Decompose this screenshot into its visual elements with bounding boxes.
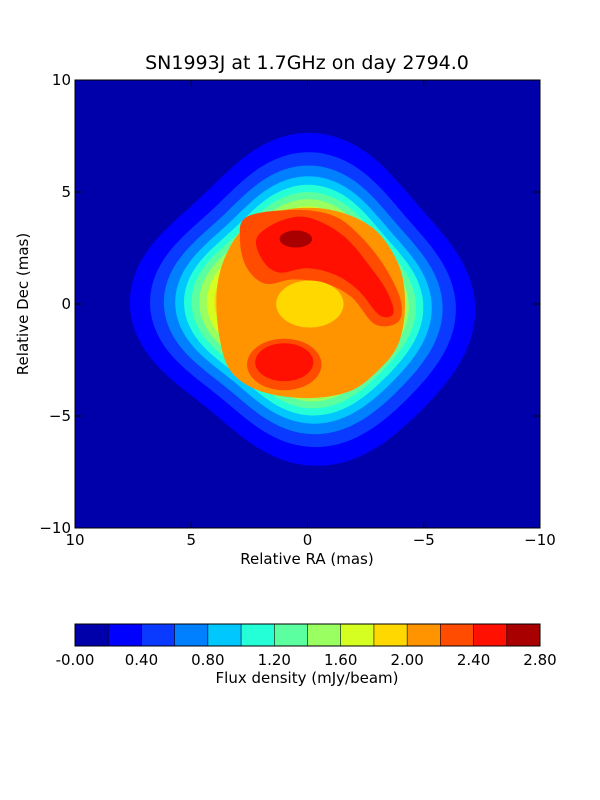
x-axis: 10 5 0 −5 −10 [65,80,556,549]
y-tick-label: −5 [49,407,71,425]
y-axis: 10 5 0 −5 −10 [39,71,540,537]
colorbar-segment [207,624,242,646]
y-tick-label: 5 [61,183,71,201]
y-tick-label: 10 [52,71,71,89]
chart-title: SN1993J at 1.7GHz on day 2794.0 [145,52,469,74]
x-tick-label: 5 [186,531,196,549]
colorbar-segment [307,624,342,646]
x-axis-label: Relative RA (mas) [240,550,373,568]
x-tick-label: −5 [413,531,435,549]
southern-lobe [255,343,314,382]
colorbar-frame [74,623,541,647]
colorbar-tick-label: 2.80 [523,651,556,669]
colorbar-segment [340,624,375,646]
colorbar-segment [274,624,308,646]
y-axis-label: Relative Dec (mas) [14,233,32,375]
x-tick-label: 0 [303,531,313,549]
northern-peak [279,230,313,248]
colorbar-segment [174,624,209,646]
colorbar-segment [506,624,541,646]
y-tick-label: 0 [61,295,71,313]
colorbar-tick-label: 0.40 [125,651,158,669]
colorbar-segment [407,624,441,646]
colorbar-tick-label: 0.80 [191,651,224,669]
colorbar-tick-label: 2.00 [390,651,423,669]
colorbar-tick-label: 1.20 [258,651,291,669]
colorbar-segment [241,624,275,646]
colorbar-segment [141,624,176,646]
colorbar-tick-label: 1.60 [324,651,357,669]
colorbar-tick-label: -0.00 [56,651,95,669]
colorbar-segment [473,624,508,646]
colorbar-segment [75,624,109,646]
colorbar-tick-label: 2.40 [457,651,490,669]
colorbar-segment [440,624,475,646]
plot-area [75,80,540,528]
colorbar-segment [373,624,408,646]
colorbar-label: Flux density (mJy/beam) [216,669,399,687]
x-tick-label: −10 [524,531,556,549]
colorbar: -0.00 0.40 0.80 1.20 1.60 2.00 2.40 2.80 [56,623,557,669]
y-tick-label: −10 [39,519,71,537]
central-plateau [276,280,344,328]
colorbar-segment [108,624,142,646]
x-tick-label: 10 [65,531,84,549]
